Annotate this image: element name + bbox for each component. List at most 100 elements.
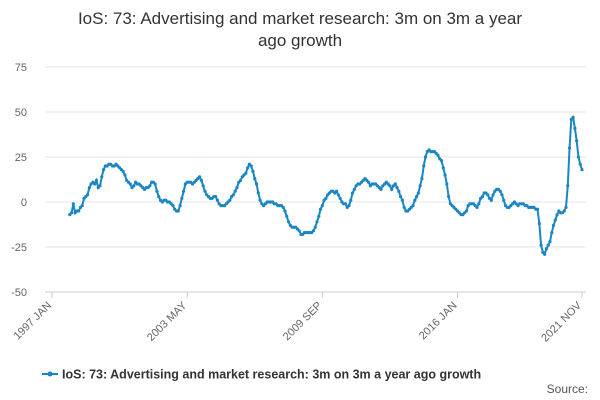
- point: [214, 195, 218, 199]
- point: [285, 214, 289, 218]
- point: [580, 168, 584, 172]
- point: [311, 229, 316, 233]
- point: [550, 231, 554, 235]
- y-tick-label: 0: [21, 197, 27, 209]
- legend-marker: [47, 371, 53, 377]
- point: [443, 173, 447, 177]
- point: [423, 155, 428, 159]
- point: [176, 209, 180, 213]
- point: [578, 162, 582, 166]
- point: [85, 193, 90, 197]
- point: [281, 205, 285, 209]
- point: [233, 189, 237, 193]
- point: [436, 153, 440, 157]
- x-tick-label: 2016 JAN: [417, 300, 460, 343]
- point: [87, 186, 91, 190]
- point: [69, 211, 74, 215]
- point: [441, 166, 445, 170]
- point: [258, 198, 262, 202]
- point: [562, 209, 566, 213]
- y-tick-label: 50: [15, 107, 27, 119]
- point: [411, 204, 415, 208]
- point: [543, 252, 547, 256]
- point: [101, 168, 106, 172]
- legend-label: IoS: 73: Advertising and market research…: [62, 368, 481, 382]
- point: [418, 184, 422, 188]
- point: [286, 220, 291, 224]
- point: [398, 195, 403, 199]
- x-tick-label: 2009 SEP: [281, 300, 325, 344]
- series-line: [69, 115, 583, 257]
- point: [491, 193, 495, 197]
- point: [334, 189, 339, 193]
- point: [464, 209, 468, 213]
- point: [350, 191, 355, 195]
- point: [388, 184, 392, 188]
- y-tick-label: 25: [15, 152, 27, 164]
- point: [100, 175, 104, 179]
- point: [502, 198, 506, 202]
- point: [251, 169, 255, 173]
- point: [157, 195, 161, 199]
- point: [80, 204, 84, 208]
- point: [71, 202, 75, 206]
- point: [480, 195, 485, 199]
- point: [564, 205, 568, 209]
- point: [539, 243, 543, 247]
- point: [155, 189, 159, 193]
- point: [153, 182, 157, 186]
- chart-title: IoS: 73: Advertising and market research…: [78, 9, 522, 28]
- point: [489, 198, 493, 202]
- point: [123, 173, 127, 177]
- point: [379, 187, 383, 191]
- point: [228, 198, 232, 202]
- point: [128, 182, 132, 186]
- point: [477, 202, 481, 206]
- point: [283, 209, 287, 213]
- point: [238, 178, 243, 182]
- point: [235, 186, 239, 190]
- point: [93, 182, 97, 186]
- x-tick-label: 2003 MAY: [145, 299, 190, 344]
- point: [400, 198, 404, 202]
- point: [447, 195, 451, 199]
- point: [244, 171, 248, 175]
- point: [352, 187, 356, 191]
- point: [249, 164, 253, 168]
- point: [338, 196, 342, 200]
- point: [500, 193, 504, 197]
- point: [390, 187, 394, 191]
- point: [77, 209, 81, 213]
- x-tick-label: 2021 NOV: [539, 299, 584, 344]
- point: [201, 184, 205, 188]
- point: [413, 198, 417, 202]
- point: [420, 177, 424, 181]
- point: [180, 196, 184, 200]
- y-tick-label: -25: [11, 242, 27, 254]
- y-tick-label: -50: [11, 287, 27, 299]
- point: [544, 247, 549, 251]
- point: [231, 193, 236, 197]
- point: [555, 213, 559, 217]
- point: [537, 222, 541, 226]
- point: [486, 193, 490, 197]
- point: [336, 193, 340, 197]
- point: [297, 229, 301, 233]
- point: [148, 184, 152, 188]
- point: [535, 207, 540, 211]
- point: [397, 189, 401, 193]
- point: [402, 205, 406, 209]
- point: [246, 166, 250, 170]
- point: [395, 186, 399, 190]
- point: [566, 184, 570, 188]
- point: [253, 177, 257, 181]
- point: [182, 189, 186, 193]
- point: [203, 189, 207, 193]
- point: [575, 139, 579, 143]
- point: [171, 204, 175, 208]
- point: [349, 198, 353, 202]
- point: [199, 178, 203, 182]
- source: Source:: [547, 382, 588, 396]
- point: [573, 126, 577, 130]
